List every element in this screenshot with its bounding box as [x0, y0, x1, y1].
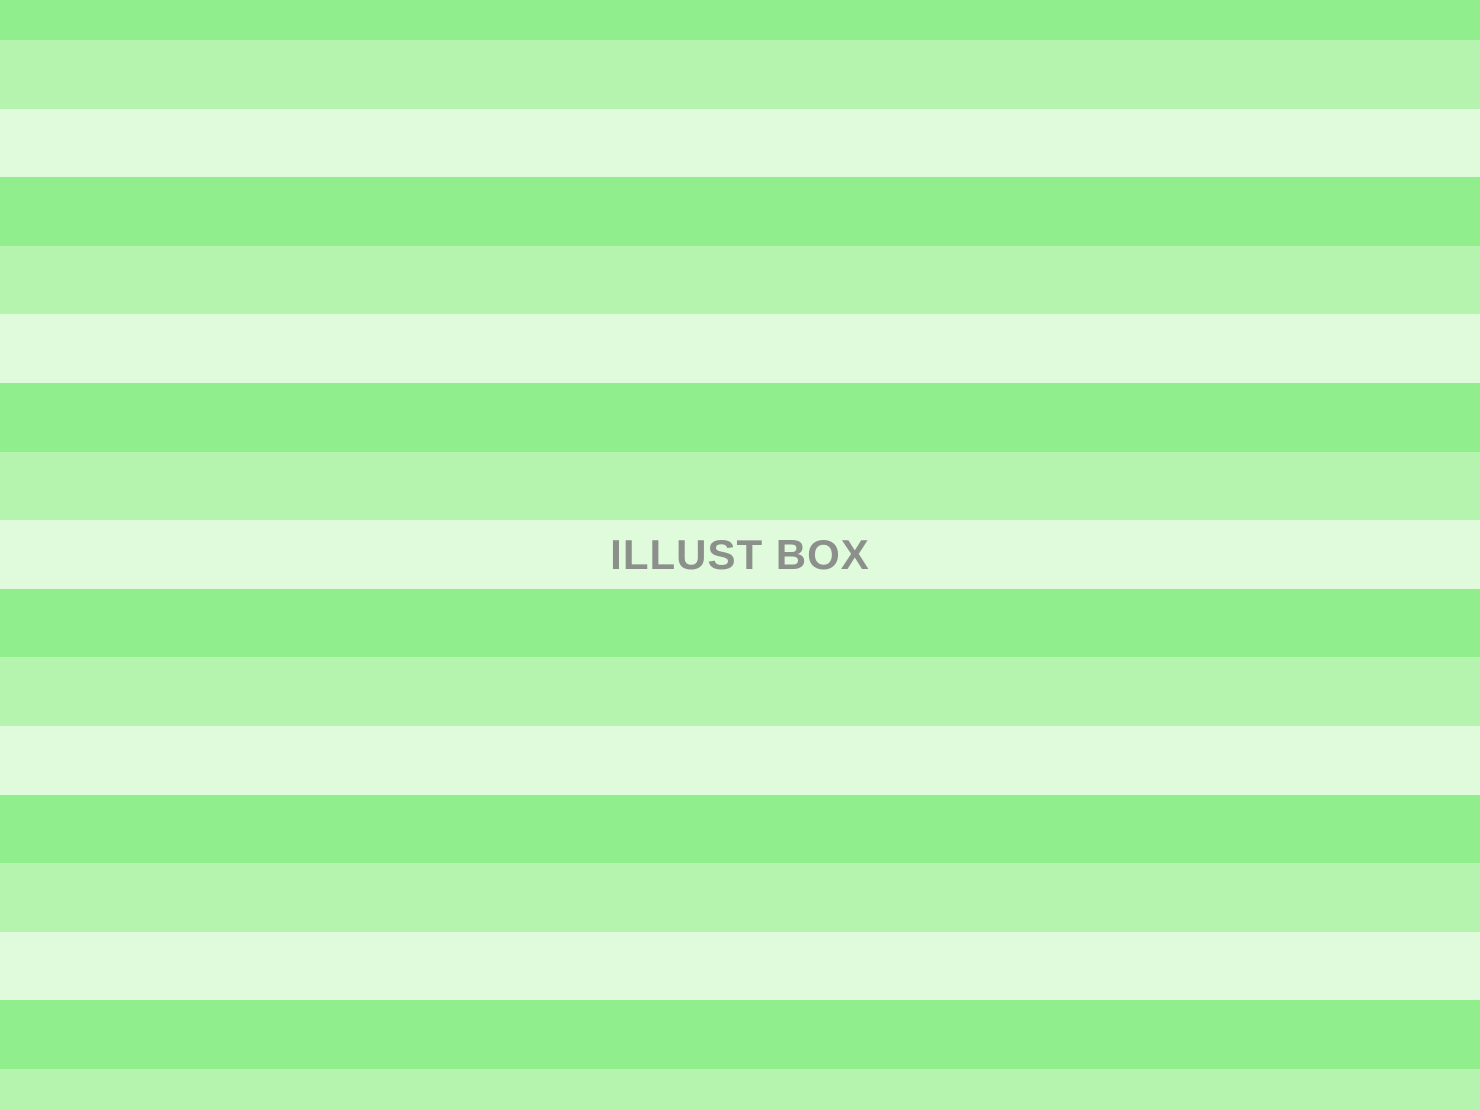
stripe-pale [0, 520, 1480, 589]
stripe-medium [0, 794, 1480, 864]
stripe-medium [0, 588, 1480, 658]
stripe-light [0, 40, 1480, 109]
stripe-pale [0, 931, 1480, 1001]
stripe-light [0, 451, 1480, 521]
stripe-light [0, 245, 1480, 315]
stripe-light [0, 863, 1480, 932]
stripe-medium [0, 0, 1480, 40]
stripe-light [0, 657, 1480, 726]
stripe-medium [0, 383, 1480, 452]
stripe-pale [0, 314, 1480, 383]
stripe-pale [0, 726, 1480, 795]
stripe-medium [0, 177, 1480, 246]
stripe-pale [0, 108, 1480, 178]
stripe-light [0, 1069, 1480, 1110]
stripe-medium [0, 1000, 1480, 1069]
